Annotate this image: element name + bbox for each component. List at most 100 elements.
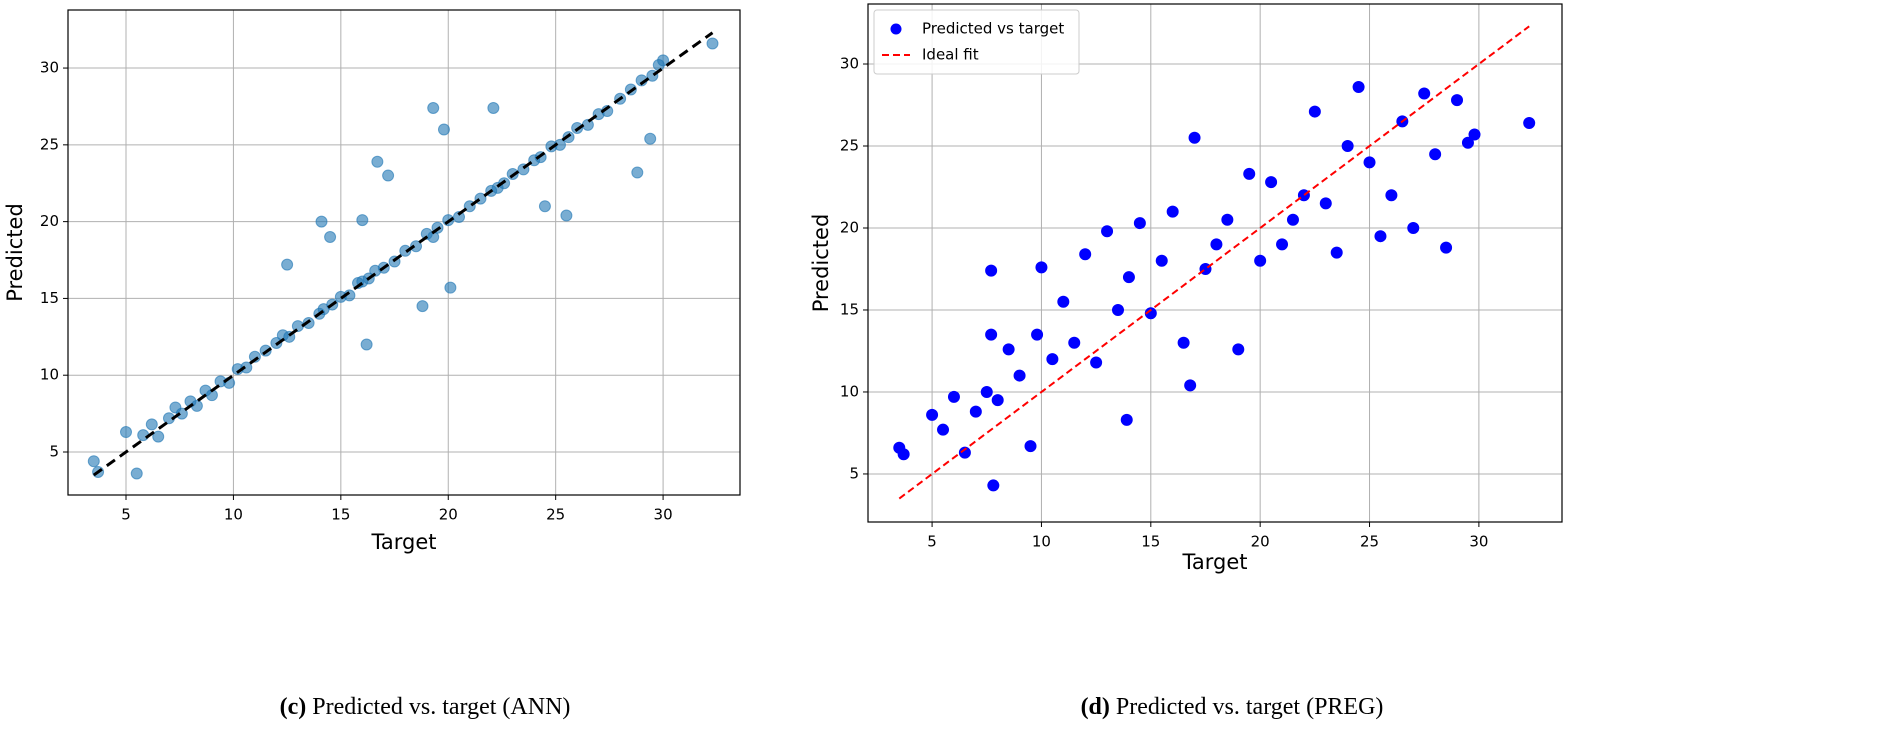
x-tick-label: 30 (1469, 533, 1488, 551)
x-tick-label: 30 (654, 506, 673, 524)
caption-text: Predicted vs. target (PREG) (1116, 694, 1384, 720)
point (87, 455, 100, 468)
x-tick-label: 15 (1141, 533, 1160, 551)
point (145, 418, 158, 431)
point (437, 123, 450, 136)
caption-text: Predicted vs. target (ANN) (312, 694, 570, 720)
plot-area (893, 25, 1536, 500)
point (1210, 238, 1223, 251)
point (1451, 94, 1464, 107)
fit-line (92, 31, 714, 477)
point (416, 300, 429, 313)
point (1024, 440, 1037, 453)
y-tick-label: 5 (49, 442, 59, 460)
point (969, 405, 982, 418)
point (1523, 117, 1536, 130)
point (581, 118, 594, 131)
point (987, 479, 1000, 492)
point (487, 101, 500, 114)
point (1144, 307, 1157, 320)
point (291, 320, 304, 333)
point (1111, 303, 1124, 316)
point (356, 214, 369, 227)
point (706, 37, 719, 50)
point (980, 385, 993, 398)
x-tick-label: 25 (546, 506, 565, 524)
point (175, 407, 188, 420)
y-tick-label: 30 (840, 55, 859, 73)
point (657, 54, 670, 67)
fit-line (898, 25, 1530, 500)
y-tick-label: 20 (840, 218, 859, 236)
legend: Predicted vs target Ideal fit (873, 9, 1080, 75)
point (937, 423, 950, 436)
point (1407, 221, 1420, 234)
caption: (c) Predicted vs. target (ANN) (280, 694, 571, 720)
point (1221, 213, 1234, 226)
y-axis-label: Predicted (3, 203, 27, 302)
point (1068, 336, 1081, 349)
point (371, 155, 384, 168)
y-tick-label: 20 (40, 212, 59, 230)
y-tick-label: 10 (40, 366, 59, 384)
x-tick-label: 25 (1360, 533, 1379, 551)
point (1363, 156, 1376, 169)
x-tick-label: 5 (121, 506, 131, 524)
x-tick-label: 20 (439, 506, 458, 524)
point (1276, 238, 1289, 251)
y-tick-label: 15 (840, 300, 859, 318)
point (1308, 105, 1321, 118)
point (1166, 205, 1179, 218)
point (1133, 217, 1146, 230)
point (1418, 87, 1431, 100)
chart: 5 10 15 20 25 30 5 10 15 20 25 30 Target Predicted (c)… (3, 9, 741, 720)
x-tick-label: 10 (224, 506, 243, 524)
point (1243, 167, 1256, 180)
point (1374, 230, 1387, 243)
legend-box (873, 9, 1080, 75)
point (1341, 140, 1354, 153)
point (538, 200, 551, 213)
point (1184, 379, 1197, 392)
point (190, 399, 203, 412)
x-axis-label: Target (1182, 550, 1248, 574)
point (444, 281, 457, 294)
point (631, 166, 644, 179)
point (985, 328, 998, 341)
legend-marker (890, 23, 902, 35)
point (1352, 80, 1365, 93)
point (1286, 213, 1299, 226)
point (1013, 369, 1026, 382)
point (1090, 356, 1103, 369)
point (560, 209, 573, 222)
point (1031, 328, 1044, 341)
y-tick-label: 30 (40, 59, 59, 77)
point (1177, 336, 1190, 349)
legend-label: Ideal fit (922, 46, 979, 64)
point (1330, 246, 1343, 259)
point (985, 264, 998, 277)
caption: (d) Predicted vs. target (PREG) (1081, 694, 1384, 720)
axes-frame (67, 9, 741, 496)
point (130, 467, 143, 480)
point (1319, 197, 1332, 210)
point (1120, 413, 1133, 426)
point (947, 390, 960, 403)
point (1385, 189, 1398, 202)
point (410, 240, 423, 253)
x-tick-label: 5 (927, 533, 937, 551)
point (958, 446, 971, 459)
point (1079, 248, 1092, 261)
y-tick-label: 25 (40, 135, 59, 153)
point (315, 215, 328, 228)
point (360, 338, 373, 351)
point (1232, 343, 1245, 356)
point (324, 230, 337, 243)
x-axis-label: Target (371, 530, 437, 554)
y-tick-label: 25 (840, 137, 859, 155)
point (1440, 241, 1453, 254)
point (1254, 254, 1267, 267)
point (1101, 225, 1114, 238)
plot-area (87, 31, 719, 480)
